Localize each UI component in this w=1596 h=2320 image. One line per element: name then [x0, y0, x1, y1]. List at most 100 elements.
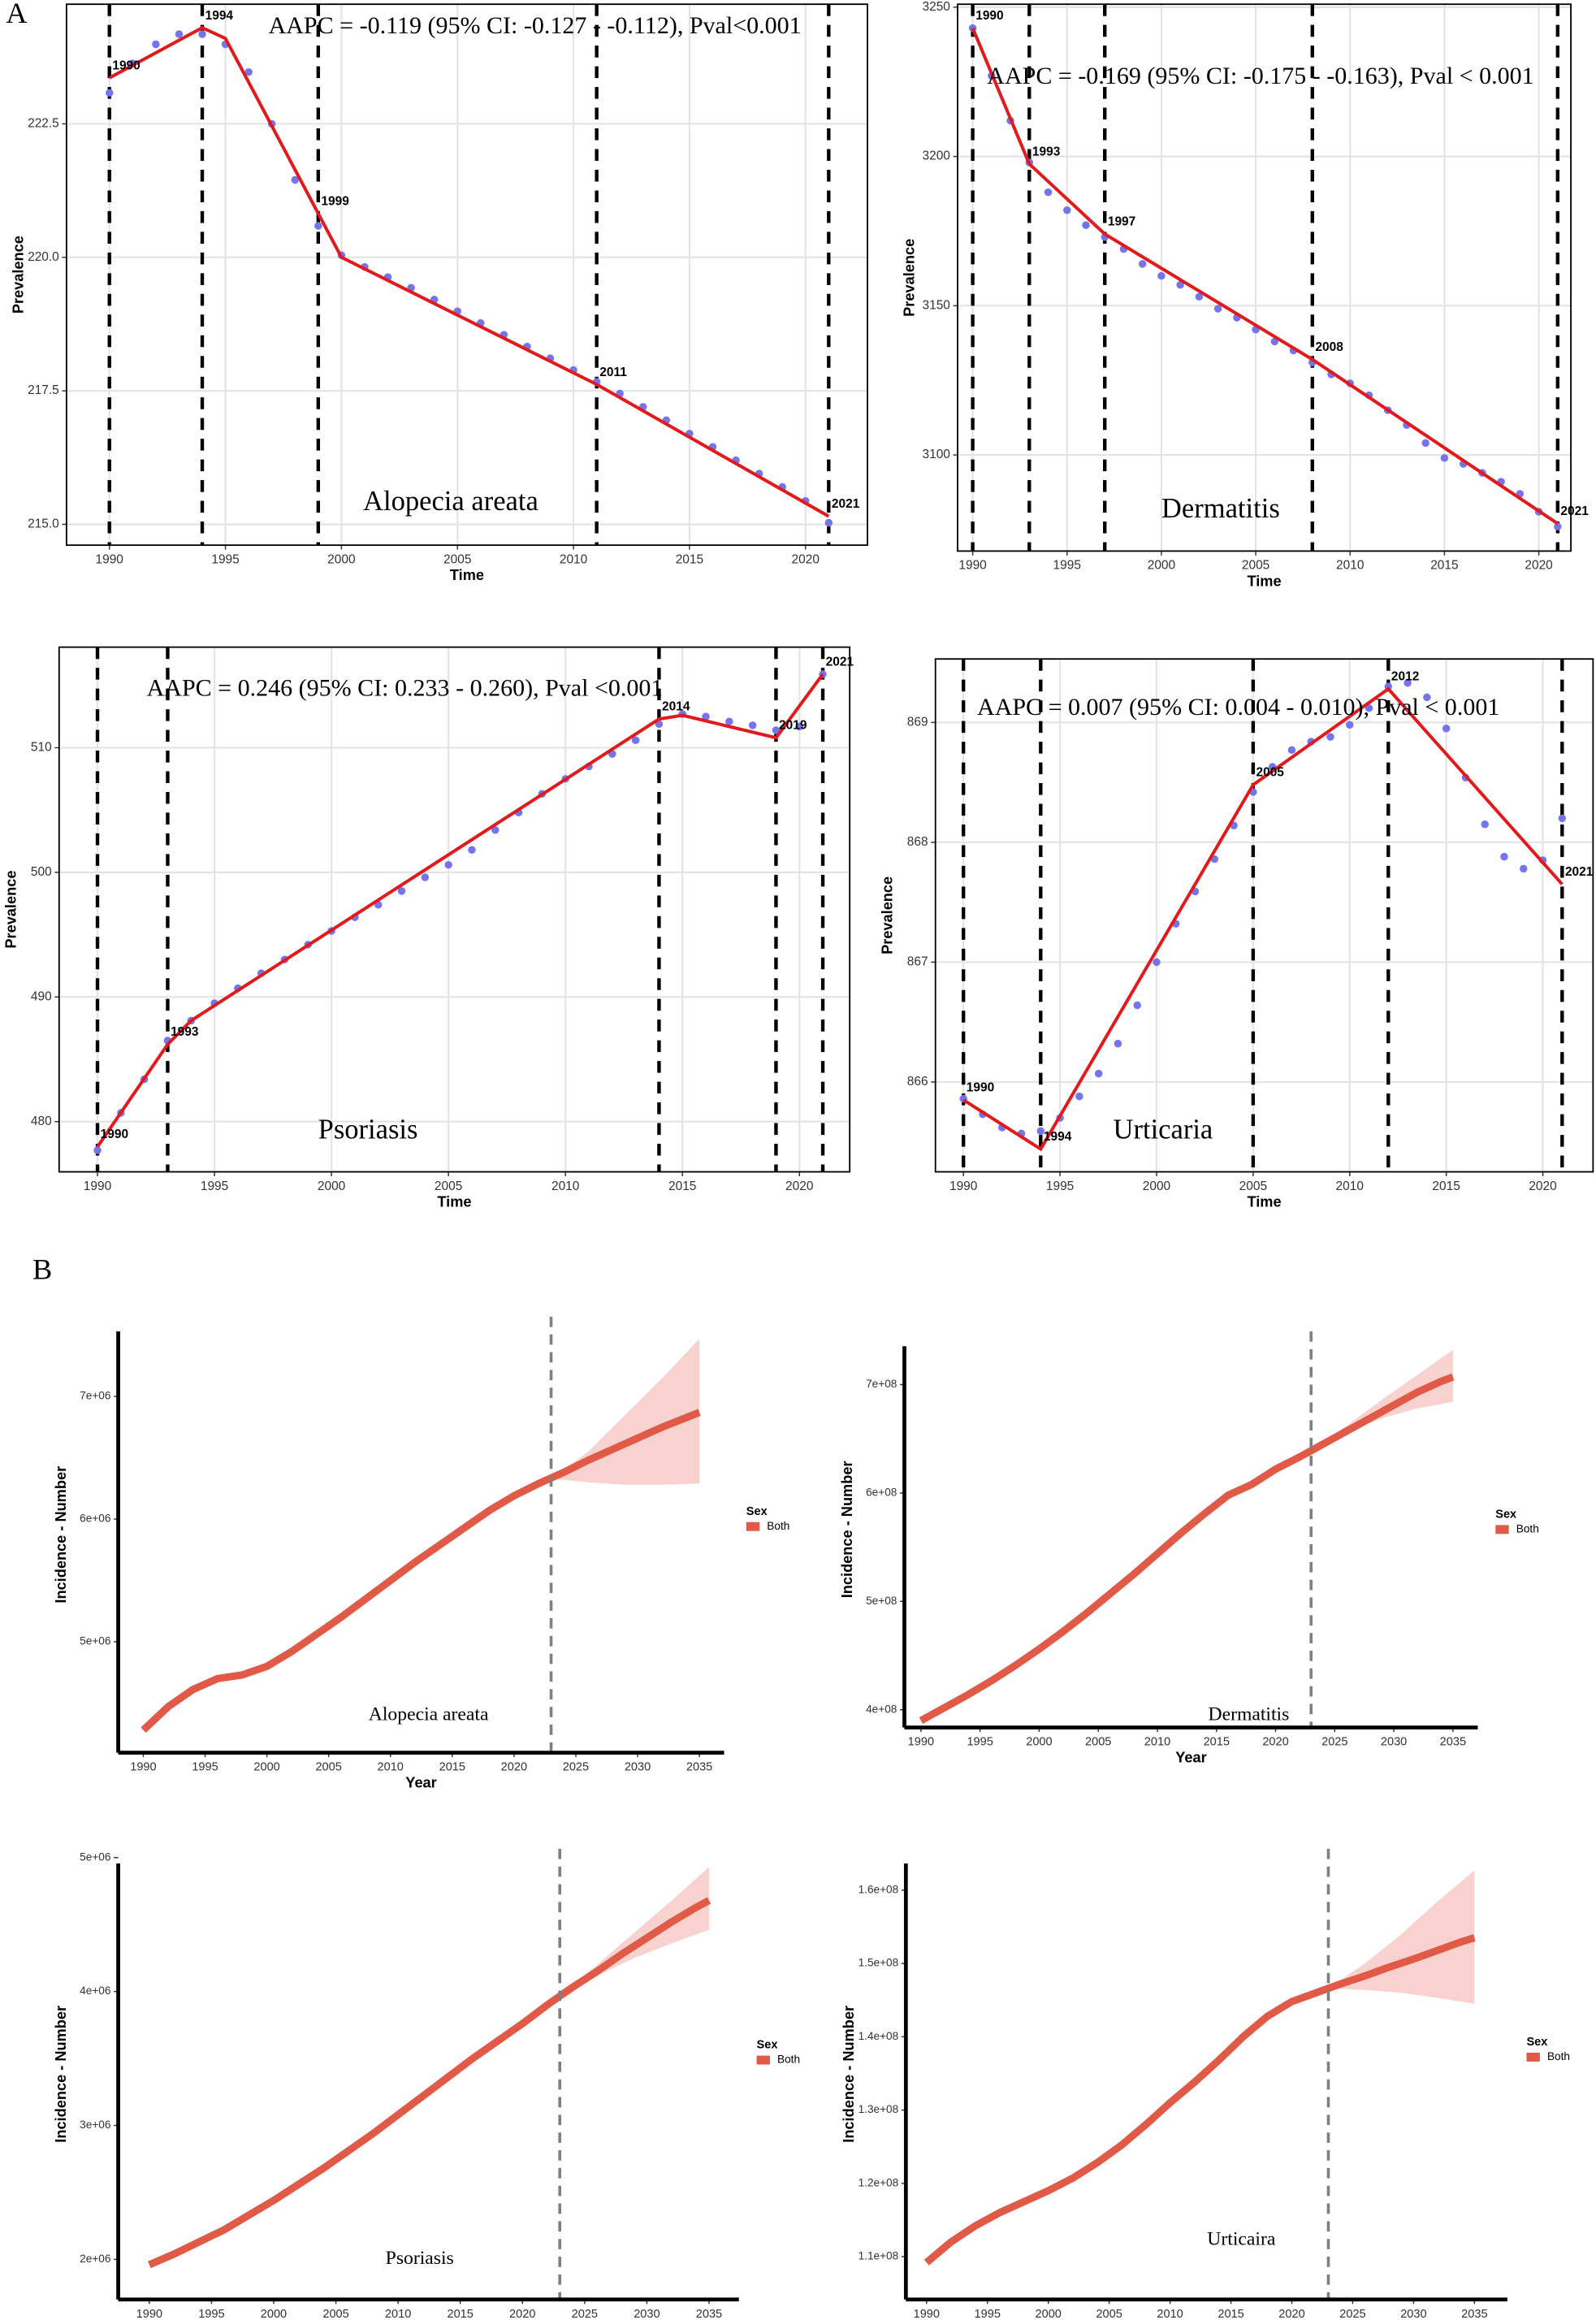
x-tick-label: 2005 — [443, 552, 471, 566]
observed-point — [1213, 305, 1222, 313]
joinpoint-label: 2021 — [1560, 504, 1589, 518]
observed-point — [702, 712, 710, 721]
y-axis-title: Incidence - Number — [53, 1466, 69, 1604]
observed-point — [1554, 522, 1562, 530]
observed-point — [152, 40, 160, 49]
legend-swatch — [1526, 2052, 1540, 2062]
observed-point — [491, 825, 500, 834]
y-tick-label: 7e+06 — [80, 1390, 110, 1402]
legend-label: Both — [1516, 1522, 1539, 1534]
x-tick-label: 2030 — [634, 2308, 660, 2320]
x-tick-label: 2020 — [501, 1761, 527, 1774]
aapc-annotation: AAPC = -0.169 (95% CI: -0.175 - -0.163),… — [987, 63, 1533, 89]
x-tick-label: 2010 — [385, 2308, 411, 2320]
x-tick-label: 2005 — [1096, 2308, 1122, 2320]
y-tick-label: 5e+08 — [866, 1595, 897, 1607]
x-tick-label: 2000 — [1148, 559, 1175, 573]
x-tick-label: 2015 — [1432, 1179, 1460, 1193]
observed-point — [1082, 221, 1090, 229]
x-tick-label: 2000 — [318, 1179, 345, 1193]
plot-background — [958, 4, 1572, 552]
observed-point — [421, 873, 430, 881]
x-tick-label: 1990 — [84, 1179, 111, 1193]
x-axis-title: Time — [437, 1194, 471, 1210]
y-tick-label: 3200 — [923, 149, 950, 163]
y-tick-label: 1.4e+08 — [859, 2030, 899, 2042]
joinpoint-label: 1990 — [975, 9, 1003, 23]
trend-line — [919, 1373, 1455, 1725]
observed-point — [1481, 820, 1489, 829]
joinpoint-label: 2008 — [1315, 340, 1343, 354]
y-tick-label: 1.1e+08 — [859, 2250, 899, 2262]
x-tick-label: 2025 — [572, 2308, 598, 2320]
joinpoint-label: 1999 — [321, 194, 349, 208]
y-tick-label: 867 — [907, 954, 928, 968]
plot-frame — [957, 3, 1572, 552]
y-tick-label: 5e+06 — [80, 1850, 110, 1863]
observed-point — [198, 30, 206, 38]
observed-point — [93, 1146, 102, 1154]
panel-label: B — [32, 1253, 52, 1286]
observed-point — [175, 30, 184, 38]
x-tick-label: 2010 — [551, 1179, 579, 1193]
joinpoint-label: 1994 — [1044, 1130, 1072, 1144]
joinpoint-label: 2005 — [1256, 766, 1285, 780]
observed-point — [772, 726, 781, 734]
y-tick-label: 4e+06 — [80, 1985, 110, 1997]
x-tick-label: 2000 — [253, 1761, 279, 1774]
aapc-annotation: AAPC = 0.007 (95% CI: 0.004 - 0.010), Pv… — [977, 694, 1499, 721]
x-tick-label: 2030 — [1381, 1736, 1407, 1749]
y-tick-label: 1.6e+08 — [859, 1883, 899, 1895]
disease-label: Urticaria — [1114, 1114, 1213, 1145]
y-tick-label: 869 — [907, 715, 928, 729]
fitted-line — [108, 25, 830, 518]
x-tick-label: 1990 — [96, 552, 123, 566]
plot-background — [66, 4, 868, 546]
y-axis-title: Prevalence — [902, 239, 918, 317]
x-tick-label: 2035 — [1461, 2308, 1487, 2320]
x-tick-label: 2015 — [1430, 559, 1458, 573]
observed-point — [1287, 746, 1296, 755]
x-tick-label: 1990 — [130, 1761, 156, 1774]
x-tick-label: 2025 — [1321, 1736, 1347, 1749]
observed-point — [1326, 733, 1334, 741]
legend-swatch — [746, 1521, 760, 1531]
observed-point — [1346, 721, 1354, 729]
x-tick-label: 2025 — [1339, 2308, 1365, 2320]
plot-frame — [58, 646, 851, 1173]
disease-label: Psoriasis — [386, 2248, 454, 2269]
x-tick-label: 1995 — [201, 1179, 228, 1193]
x-tick-label: 2020 — [792, 552, 820, 566]
joinpoint-label: 1990 — [101, 1128, 128, 1141]
observed-point — [725, 717, 733, 725]
y-tick-label: 3250 — [923, 0, 950, 14]
y-axis-title: Incidence - Number — [53, 2006, 69, 2143]
plot-frame — [934, 658, 1594, 1173]
joinpoint-label: 1990 — [112, 58, 140, 72]
y-tick-label: 5e+06 — [80, 1635, 110, 1647]
y-tick-label: 868 — [907, 835, 928, 849]
y-tick-label: 2e+06 — [80, 2253, 110, 2265]
x-tick-label: 2020 — [1525, 559, 1552, 573]
y-tick-label: 3150 — [923, 298, 950, 312]
y-axis-title: Incidence - Number — [839, 1461, 855, 1598]
fitted-line — [971, 27, 1559, 526]
fitted-line — [962, 686, 1564, 1152]
joinpoint-label: 2021 — [832, 497, 860, 511]
observed-point — [1153, 958, 1161, 967]
x-axis-title: Time — [450, 567, 484, 583]
aapc-annotation: AAPC = -0.119 (95% CI: -0.127 - -0.112),… — [269, 12, 802, 39]
observed-point — [1114, 1039, 1122, 1048]
x-tick-label: 2010 — [1157, 2308, 1183, 2320]
joinpoint-label: 2012 — [1391, 670, 1419, 684]
observed-point — [1157, 271, 1166, 280]
x-tick-label: 2010 — [378, 1761, 404, 1774]
observed-point — [1423, 693, 1431, 702]
aapc-annotation: AAPC = 0.246 (95% CI: 0.233 - 0.260), Pv… — [147, 674, 664, 701]
x-tick-label: 1990 — [914, 2308, 940, 2320]
x-tick-label: 2015 — [448, 2308, 474, 2320]
x-tick-label: 2020 — [1262, 1736, 1288, 1749]
x-tick-label: 1995 — [211, 552, 239, 566]
x-tick-label: 1990 — [908, 1736, 934, 1749]
